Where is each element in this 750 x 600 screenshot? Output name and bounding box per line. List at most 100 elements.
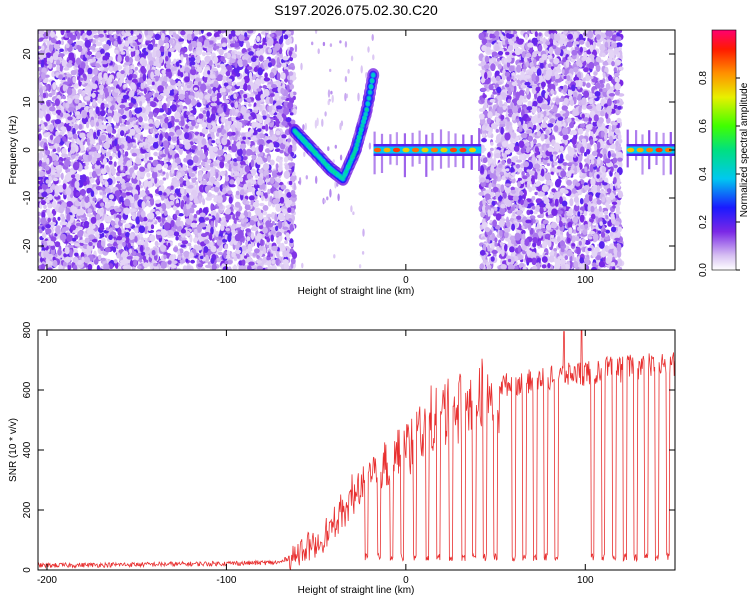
noise-blob (244, 255, 248, 259)
noise-blob (140, 134, 144, 140)
noise-blob (151, 171, 158, 179)
noise-blob (202, 110, 207, 115)
noise-blob (289, 239, 294, 244)
noise-blob (106, 34, 110, 38)
noise-blob (78, 123, 83, 130)
noise-blob (99, 222, 105, 231)
noise-blob (38, 77, 42, 82)
noise-blob (206, 32, 212, 37)
noise-blob (216, 257, 222, 263)
noise-blob (276, 100, 281, 107)
noise-blob (171, 189, 175, 194)
noise-blob (106, 166, 110, 173)
noise-blob (274, 213, 278, 222)
noise-blob (280, 184, 287, 190)
noise-blob (229, 179, 235, 185)
noise-blob (243, 218, 249, 223)
noise-blob (102, 197, 109, 203)
noise-blob (163, 163, 169, 169)
noise-blob (196, 41, 203, 48)
noise-blob (227, 124, 231, 130)
noise-blob (272, 198, 279, 205)
noise-blob (246, 236, 251, 242)
noise-blob (45, 228, 52, 235)
noise-blob (254, 174, 259, 179)
noise-blob (184, 76, 190, 83)
noise-blob (67, 77, 71, 84)
noise-blob (140, 82, 145, 90)
noise-blob (87, 67, 93, 75)
noise-blob (93, 67, 98, 76)
noise-blob (288, 180, 293, 186)
noise-blob (183, 250, 190, 258)
noise-blob (38, 166, 43, 170)
noise-blob (144, 93, 151, 99)
noise-blob (215, 36, 221, 40)
noise-blob (220, 55, 225, 62)
noise-blob (239, 143, 247, 150)
noise-blob (103, 141, 110, 150)
noise-blob (46, 61, 51, 65)
noise-blob (201, 161, 206, 166)
noise-blob (92, 197, 96, 202)
noise-blob (177, 255, 182, 261)
noise-blob (70, 70, 77, 75)
noise-blob (267, 155, 271, 163)
noise-blob (234, 201, 241, 208)
noise-blob (77, 230, 84, 238)
noise-blob (84, 60, 89, 67)
noise-blob (264, 192, 268, 199)
noise-blob (270, 234, 274, 242)
noise-blob (191, 119, 196, 127)
noise-blob (38, 151, 44, 160)
noise-blob (66, 32, 73, 38)
noise-blob (271, 259, 276, 265)
noise-blob (189, 60, 196, 66)
noise-blob (270, 230, 276, 235)
noise-blob (99, 66, 105, 71)
noise-blob (52, 259, 58, 268)
noise-blob (199, 212, 206, 217)
noise-blob (100, 102, 105, 111)
noise-blob (81, 199, 85, 208)
noise-blob (155, 231, 162, 236)
noise-blob (132, 255, 140, 260)
noise-blob (259, 202, 265, 207)
noise-blob (42, 92, 47, 99)
noise-blob (198, 195, 202, 204)
noise-blob (258, 169, 264, 174)
noise-blob (248, 261, 255, 266)
noise-blob (124, 62, 131, 66)
noise-blob (182, 265, 187, 270)
noise-blob (50, 236, 57, 242)
noise-blob (283, 156, 289, 163)
noise-blob (75, 40, 81, 46)
noise-blob (79, 239, 86, 243)
noise-blob (84, 165, 89, 170)
noise-blob (86, 178, 90, 185)
noise-blob (104, 188, 112, 193)
noise-blob (49, 145, 56, 149)
noise-blob (210, 128, 217, 133)
noise-blob (132, 172, 136, 179)
noise-blob (252, 252, 256, 257)
noise-blob (201, 179, 208, 185)
noise-blob (62, 226, 70, 231)
noise-blob (266, 237, 271, 243)
noise-blob (201, 167, 207, 172)
noise-blob (253, 66, 258, 73)
noise-blob (61, 153, 67, 158)
noise-blob (100, 134, 107, 141)
noise-blob (197, 263, 204, 268)
noise-blob (226, 250, 231, 256)
noise-blob (153, 151, 159, 157)
noise-blob (66, 234, 72, 242)
noise-blob (260, 238, 264, 247)
noise-blob (216, 195, 223, 204)
noise-blob (183, 157, 188, 163)
noise-blob (240, 218, 245, 224)
noise-blob (81, 91, 86, 97)
noise-blob (275, 130, 281, 136)
noise-blob (177, 102, 183, 106)
noise-blob (40, 59, 45, 68)
